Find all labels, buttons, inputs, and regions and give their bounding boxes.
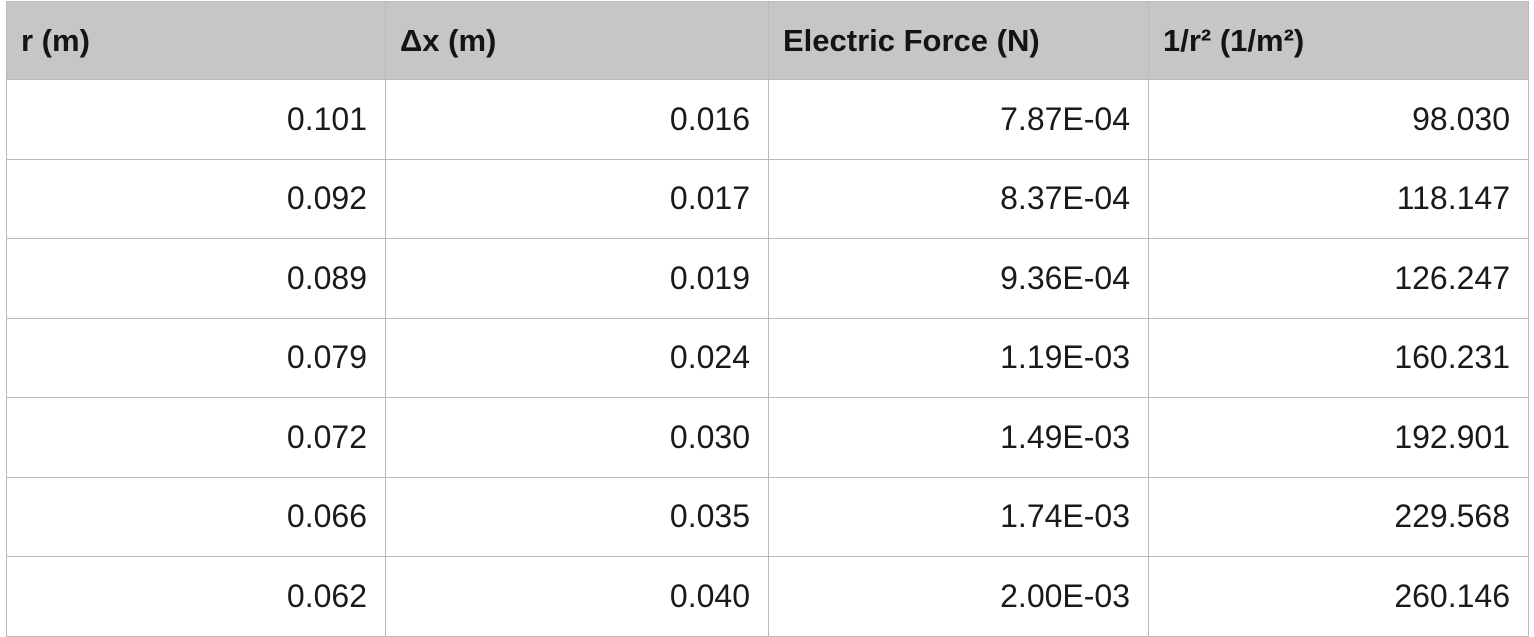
cell-inverse-r-squared: 98.030 — [1148, 79, 1529, 160]
table-row: 0.072 0.030 1.49E-03 192.901 — [6, 397, 1529, 478]
cell-inverse-r-squared: 118.147 — [1148, 158, 1529, 239]
table-body: 0.101 0.016 7.87E-04 98.030 0.092 0.017 … — [6, 79, 1529, 637]
header-row: r (m) Δx (m) Electric Force (N) 1/r² (1/… — [6, 1, 1529, 80]
table-row: 0.062 0.040 2.00E-03 260.146 — [6, 556, 1529, 637]
cell-electric-force: 8.37E-04 — [768, 158, 1149, 239]
table-row: 0.092 0.017 8.37E-04 118.147 — [6, 158, 1529, 239]
data-table: r (m) Δx (m) Electric Force (N) 1/r² (1/… — [6, 1, 1529, 637]
cell-inverse-r-squared: 260.146 — [1148, 556, 1529, 637]
cell-delta-x: 0.016 — [385, 79, 769, 160]
header-r: r (m) — [6, 1, 386, 80]
cell-delta-x: 0.019 — [385, 238, 769, 319]
table-row: 0.079 0.024 1.19E-03 160.231 — [6, 317, 1529, 398]
cell-delta-x: 0.040 — [385, 556, 769, 637]
cell-delta-x: 0.035 — [385, 476, 769, 557]
table-header: r (m) Δx (m) Electric Force (N) 1/r² (1/… — [6, 1, 1529, 80]
table-row: 0.101 0.016 7.87E-04 98.030 — [6, 79, 1529, 160]
header-electric-force: Electric Force (N) — [768, 1, 1149, 80]
cell-electric-force: 2.00E-03 — [768, 556, 1149, 637]
cell-electric-force: 1.74E-03 — [768, 476, 1149, 557]
cell-inverse-r-squared: 192.901 — [1148, 397, 1529, 478]
cell-electric-force: 9.36E-04 — [768, 238, 1149, 319]
cell-r: 0.066 — [6, 476, 386, 557]
cell-r: 0.101 — [6, 79, 386, 160]
cell-r: 0.062 — [6, 556, 386, 637]
cell-inverse-r-squared: 126.247 — [1148, 238, 1529, 319]
cell-r: 0.092 — [6, 158, 386, 239]
header-inverse-r-squared: 1/r² (1/m²) — [1148, 1, 1529, 80]
cell-delta-x: 0.024 — [385, 317, 769, 398]
cell-r: 0.079 — [6, 317, 386, 398]
table-row: 0.066 0.035 1.74E-03 229.568 — [6, 476, 1529, 557]
cell-electric-force: 1.19E-03 — [768, 317, 1149, 398]
cell-electric-force: 1.49E-03 — [768, 397, 1149, 478]
cell-inverse-r-squared: 160.231 — [1148, 317, 1529, 398]
table-row: 0.089 0.019 9.36E-04 126.247 — [6, 238, 1529, 319]
cell-inverse-r-squared: 229.568 — [1148, 476, 1529, 557]
cell-r: 0.072 — [6, 397, 386, 478]
header-delta-x: Δx (m) — [385, 1, 769, 80]
cell-delta-x: 0.030 — [385, 397, 769, 478]
cell-delta-x: 0.017 — [385, 158, 769, 239]
cell-r: 0.089 — [6, 238, 386, 319]
cell-electric-force: 7.87E-04 — [768, 79, 1149, 160]
